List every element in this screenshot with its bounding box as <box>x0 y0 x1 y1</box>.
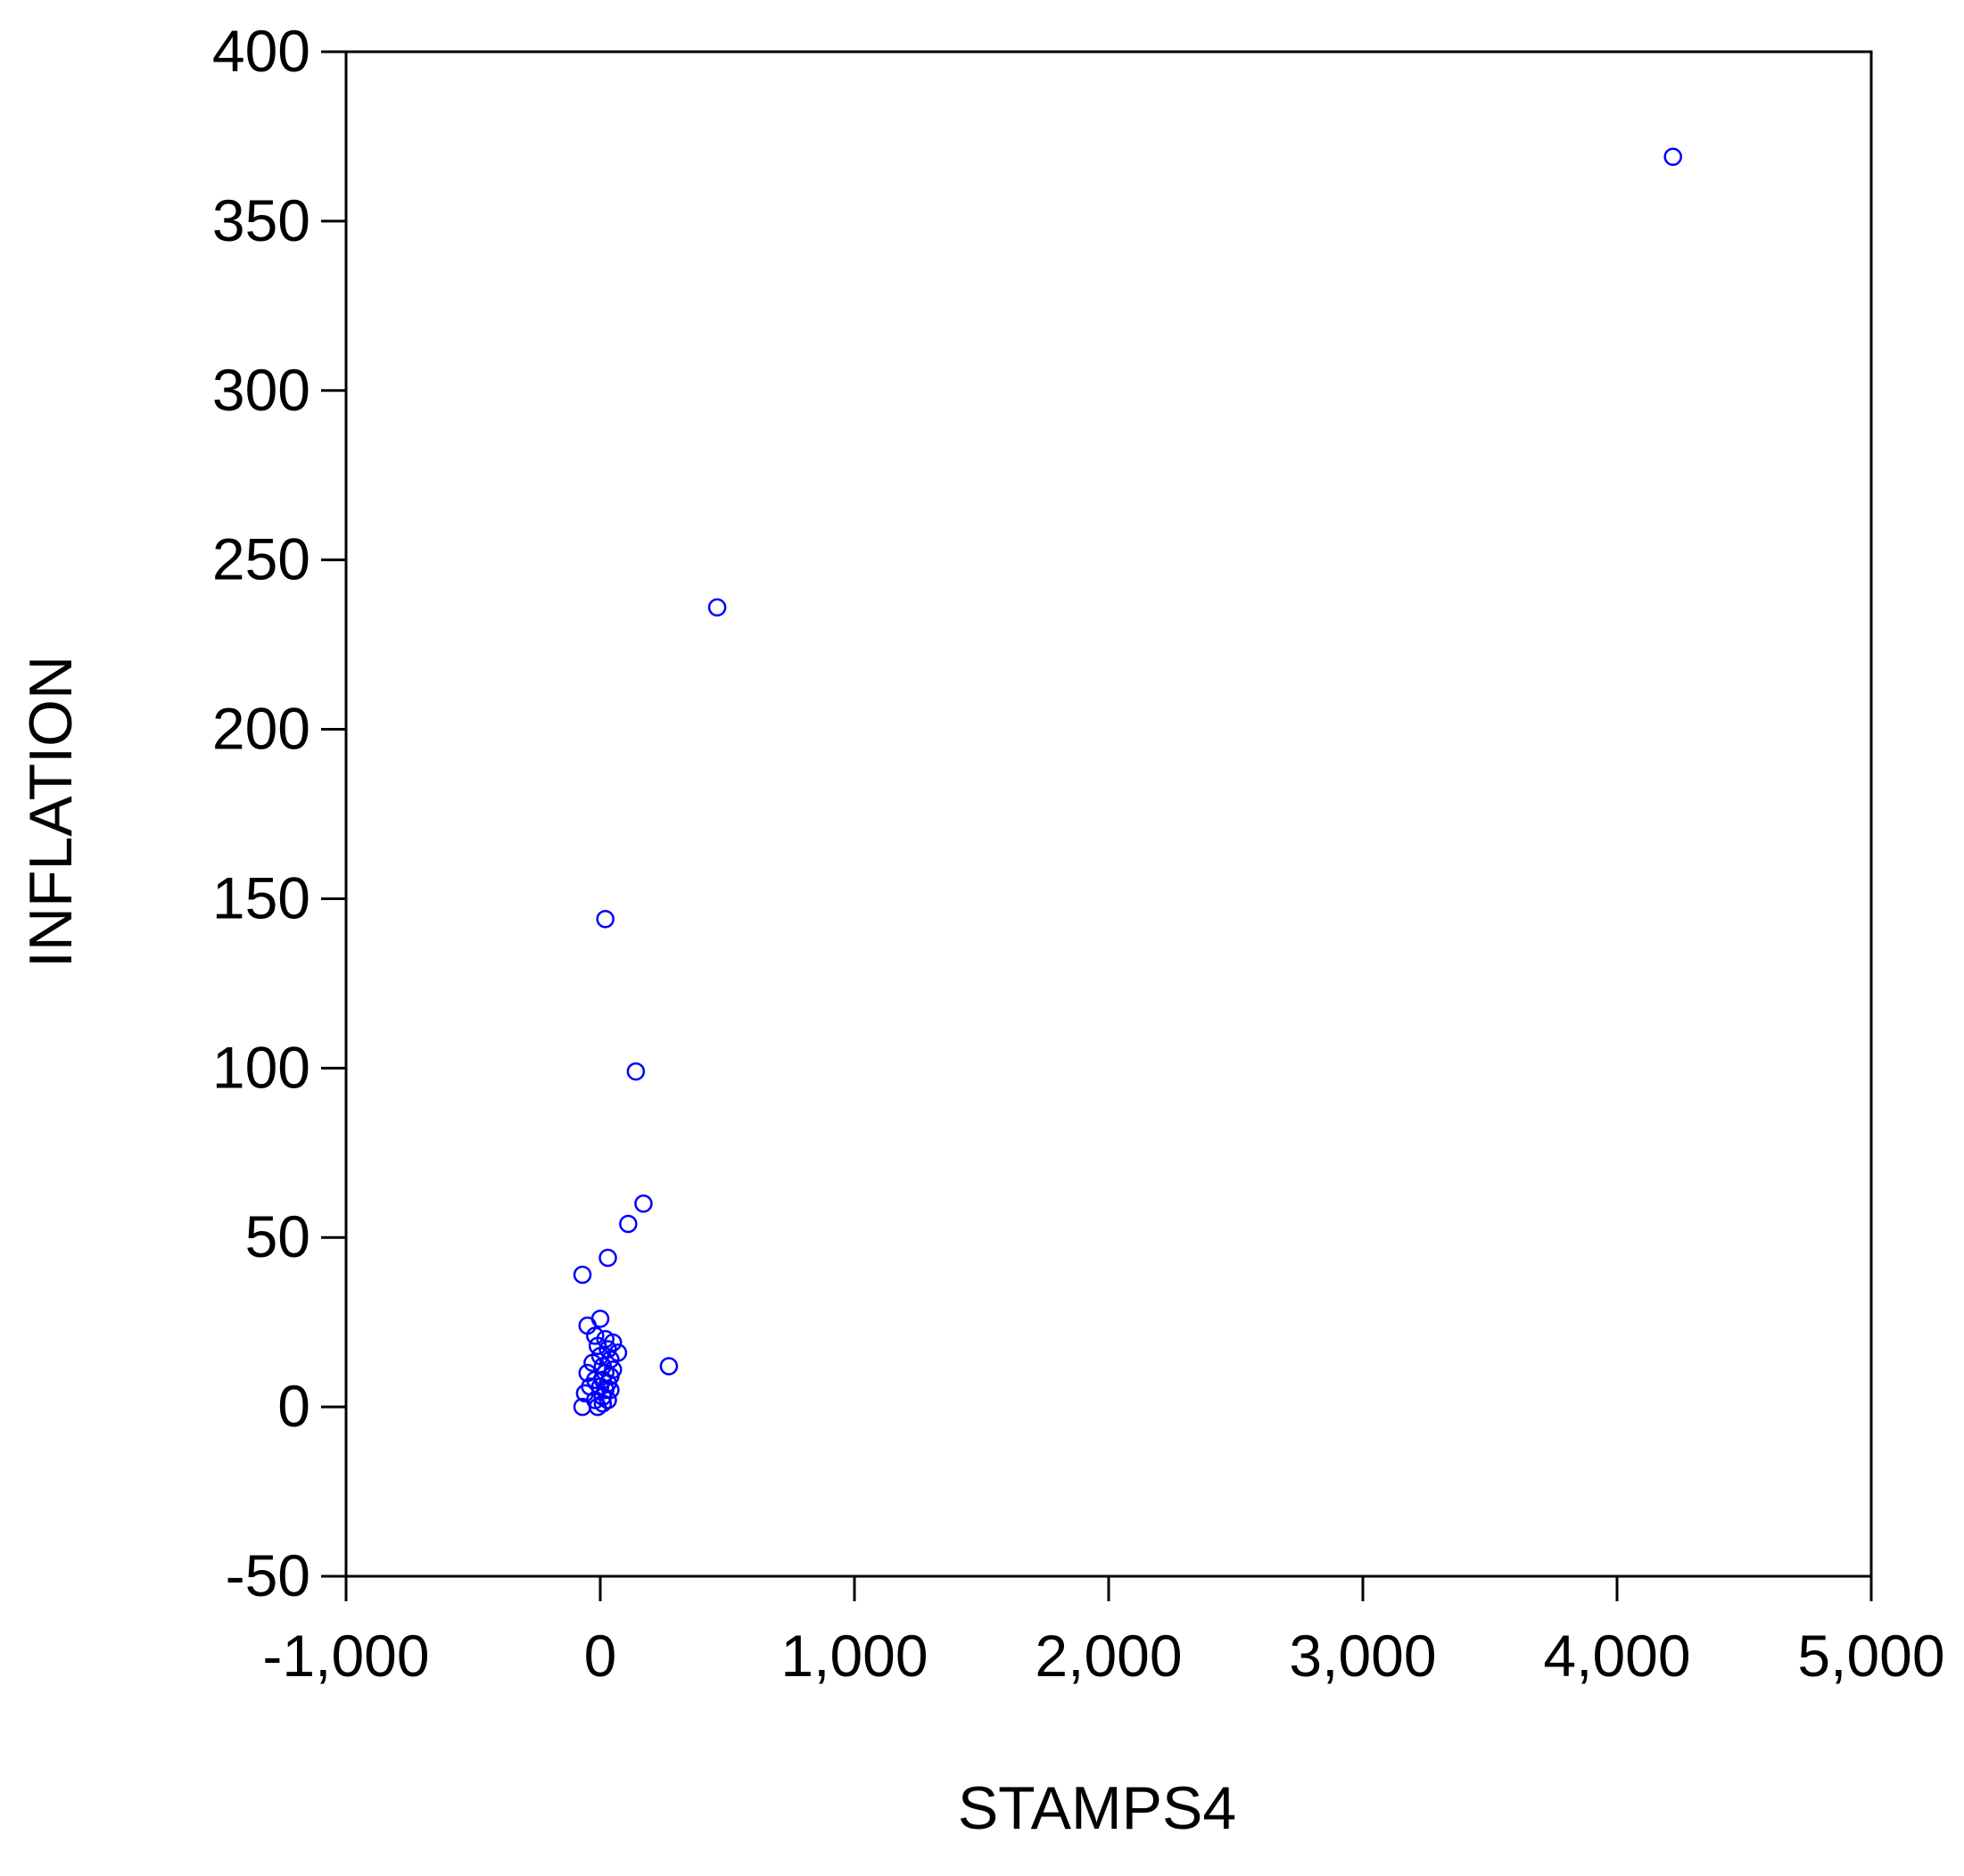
y-tick-label: 0 <box>277 1373 310 1439</box>
y-axis-label: INFLATION <box>17 656 85 968</box>
y-tick-label: 100 <box>212 1034 310 1100</box>
x-tick-label: 1,000 <box>780 1623 928 1689</box>
y-tick-label: 300 <box>212 357 310 423</box>
data-point <box>588 1397 607 1417</box>
data-point <box>707 598 727 617</box>
x-tick-label: 3,000 <box>1289 1623 1436 1689</box>
y-tick-label: 250 <box>212 526 310 592</box>
x-tick-label: 2,000 <box>1035 1623 1182 1689</box>
y-tick-label: -50 <box>226 1542 310 1608</box>
data-points <box>573 147 1682 1417</box>
y-axis-ticks: -50 0 50 100 150 200 250 300 350 400 <box>212 18 346 1608</box>
x-tick-label: 0 <box>584 1623 617 1689</box>
data-point <box>596 909 615 929</box>
y-tick-label: 50 <box>245 1203 310 1269</box>
y-tick-label: 200 <box>212 696 310 762</box>
plot-frame <box>344 50 1873 1578</box>
y-tick-label: 350 <box>212 187 310 253</box>
data-point <box>626 1062 646 1081</box>
data-point <box>598 1248 617 1268</box>
data-point <box>586 1326 605 1345</box>
x-tick-label: 5,000 <box>1797 1623 1944 1689</box>
x-axis-ticks: -1,000 0 1,000 2,000 3,000 4,000 5,000 <box>262 1576 1945 1689</box>
data-point <box>573 1265 592 1285</box>
data-point <box>590 1310 610 1328</box>
data-point <box>588 1336 607 1356</box>
data-point <box>593 1394 613 1413</box>
data-point <box>619 1214 638 1234</box>
data-point <box>659 1357 679 1376</box>
y-tick-label: 150 <box>212 864 310 930</box>
plot-frame-group <box>344 50 1873 1578</box>
x-tick-label: 4,000 <box>1543 1623 1690 1689</box>
data-point <box>1663 147 1682 166</box>
data-point <box>634 1194 653 1213</box>
y-tick-label: 400 <box>212 18 310 84</box>
x-axis-label: STAMPS4 <box>958 1774 1236 1842</box>
x-tick-label: -1,000 <box>262 1623 429 1689</box>
data-point <box>583 1353 602 1372</box>
